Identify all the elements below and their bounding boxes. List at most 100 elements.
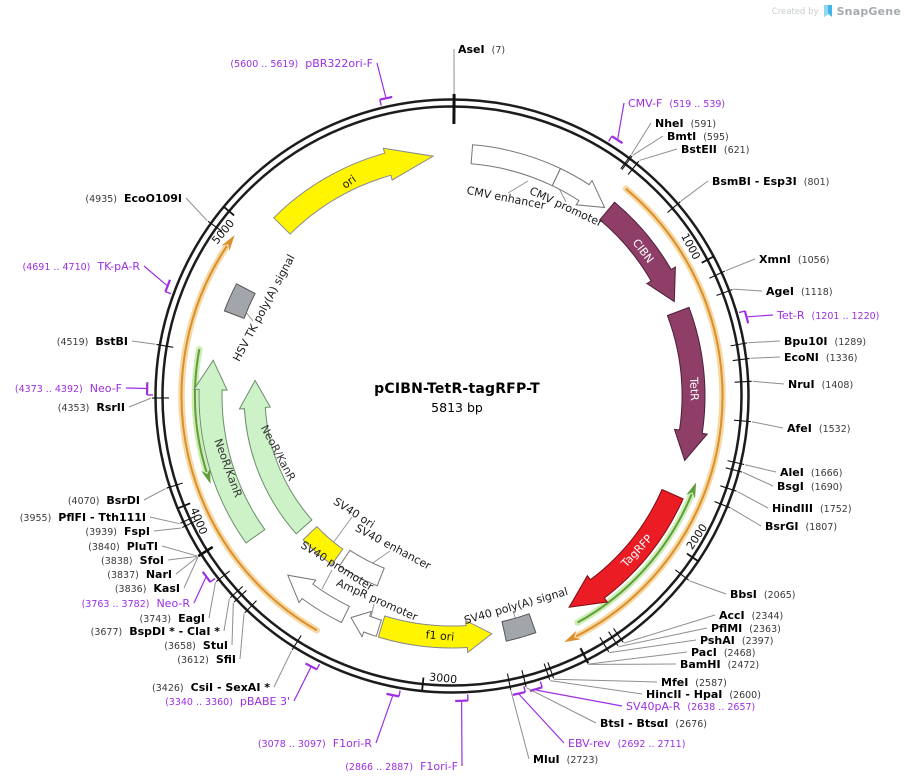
enzyme-label-kasi[interactable]: (3836) KasI <box>115 582 180 596</box>
leader-line <box>176 502 191 510</box>
feature-neor-kanr-13[interactable] <box>238 379 313 535</box>
enzyme-label-hindiii[interactable]: HindIII (1752) <box>772 502 852 516</box>
primer-label-pbabe-3[interactable]: (3340 .. 3360) pBABE 3' <box>165 695 290 709</box>
enzyme-label-stui[interactable]: (3658) StuI <box>164 639 228 653</box>
primer-label-f1ori-r-name: F1ori-R <box>332 737 372 750</box>
leader-line <box>222 205 235 217</box>
leader-line <box>621 155 633 171</box>
enzyme-label-bamhi[interactable]: BamHI (2472) <box>680 658 759 672</box>
enzyme-label-afei[interactable]: AfeI (1532) <box>787 422 850 436</box>
feature-ori-0[interactable] <box>273 147 435 235</box>
primer-label-cmv-f[interactable]: CMV-F (519 .. 539) <box>628 97 725 111</box>
enzyme-label-bspdi-clai-position: (3677) <box>90 627 123 638</box>
feature-cmv-enhancer-1[interactable] <box>470 144 562 187</box>
enzyme-label-nhei[interactable]: NheI (591) <box>655 117 716 131</box>
feature-sv40-poly-a-signal-6[interactable] <box>501 613 537 642</box>
primer-label-tet-r[interactable]: Tet-R (1201 .. 1220) <box>777 309 879 323</box>
enzyme-label-btsi-bts-i[interactable]: BtsI - BtsαI (2676) <box>600 717 707 731</box>
leader-line <box>518 694 565 744</box>
leader-line <box>608 631 619 647</box>
leader-line <box>523 686 526 693</box>
enzyme-label-asei[interactable]: AseI (7) <box>458 43 505 57</box>
enzyme-label-sfii[interactable]: (3612) SfiI <box>177 653 236 667</box>
enzyme-label-bpu10i-name: Bpu10I <box>784 335 828 348</box>
primer-label-neo-r[interactable]: (3763 .. 3782) Neo-R <box>82 597 190 611</box>
enzyme-label-nari-name: NarI <box>145 568 172 581</box>
enzyme-label-asei-position: (7) <box>491 45 506 56</box>
primer-label-cmv-f-name: CMV-F <box>628 97 663 110</box>
enzyme-label-stui-name: StuI <box>202 639 228 652</box>
enzyme-label-ecoo109i[interactable]: (4935) EcoO109I <box>85 192 182 206</box>
enzyme-label-eagi-position: (3743) <box>139 614 172 625</box>
enzyme-label-agei[interactable]: AgeI (1118) <box>766 285 833 299</box>
leader-line <box>153 527 182 532</box>
enzyme-label-hincii-hpai[interactable]: HincII - HpaI (2600) <box>646 688 761 702</box>
enzyme-label-bsmbi-esp3i-name: BsmBI - Esp3I <box>712 175 797 188</box>
enzyme-label-sfoi[interactable]: (3838) SfoI <box>101 554 164 568</box>
feature-neor-kanr-12[interactable] <box>193 359 266 544</box>
leader-line <box>166 482 183 489</box>
feature-cibn-3[interactable] <box>599 201 676 303</box>
enzyme-label-mfei[interactable]: MfeI (2587) <box>661 676 727 690</box>
leader-line <box>316 663 321 670</box>
enzyme-label-pshai-position: (2397) <box>741 636 774 647</box>
leader-line <box>733 288 763 292</box>
enzyme-label-nrui[interactable]: NruI (1408) <box>788 378 853 392</box>
leader-line <box>547 662 555 679</box>
feature-f1-ori-7[interactable] <box>377 615 493 654</box>
enzyme-label-bspdi-clai[interactable]: (3677) BspDI * - ClaI * <box>91 625 220 639</box>
leader-line <box>580 647 590 664</box>
primer-label-f1ori-r[interactable]: (3078 .. 3097) F1ori-R <box>258 737 372 751</box>
enzyme-label-mlui[interactable]: MluI (2723) <box>533 753 598 767</box>
enzyme-label-bsrgi[interactable]: BsrGI (1807) <box>765 520 837 534</box>
feature-tagrfp-5[interactable] <box>568 488 684 608</box>
enzyme-label-csii-sexai[interactable]: (3426) CsiI - SexAI * <box>152 681 270 695</box>
feature-sv40-enhancer-10[interactable] <box>338 549 385 587</box>
enzyme-label-pflfi-tth111i[interactable]: (3955) PflFI - Tth111I <box>20 511 146 525</box>
enzyme-label-bpu10i[interactable]: Bpu10I (1289) <box>784 335 866 349</box>
feature-hsv-tk-poly-a-signal-14[interactable] <box>223 283 256 319</box>
primer-label-tk-pa-r[interactable]: (4691 .. 4710) TK-pA-R <box>23 260 140 274</box>
enzyme-label-xmni[interactable]: XmnI (1056) <box>759 253 829 267</box>
feature-label-f1-ori-7[interactable]: f1 ori <box>425 628 455 644</box>
feature-label-tetr-4[interactable]: TetR <box>687 376 701 402</box>
enzyme-label-pflmi[interactable]: PflMI (2363) <box>711 622 781 636</box>
leader-line <box>239 613 245 660</box>
enzyme-label-bsrdi[interactable]: (4070) BsrDI <box>68 494 140 508</box>
feature-tetr-4[interactable] <box>666 306 709 462</box>
primer-label-tk-pa-r-name: TK-pA-R <box>97 260 140 273</box>
enzyme-label-bstbi[interactable]: (4519) BstBI <box>57 335 128 349</box>
enzyme-label-alei[interactable]: AleI (1666) <box>780 466 842 480</box>
leader-line <box>709 270 725 279</box>
enzyme-label-hincii-hpai-name: HincII - HpaI <box>646 688 723 701</box>
enzyme-label-bsmbi-esp3i[interactable]: BsmBI - Esp3I (801) <box>712 175 829 189</box>
feature-cmv-promoter-2[interactable] <box>551 167 606 209</box>
enzyme-label-econi[interactable]: EcoNI (1336) <box>784 351 857 365</box>
enzyme-label-afei-name: AfeI <box>787 422 812 435</box>
enzyme-label-eagi[interactable]: (3743) EagI <box>140 612 206 626</box>
enzyme-label-bsgi[interactable]: BsgI (1690) <box>777 480 843 494</box>
primer-label-tk-pa-r-position: (4691 .. 4710) <box>22 262 91 273</box>
enzyme-label-nari[interactable]: (3837) NarI <box>107 568 172 582</box>
leader-line <box>305 662 318 671</box>
enzyme-label-mfei-position: (2587) <box>695 678 727 689</box>
enzyme-label-fspi[interactable]: (3939) FspI <box>85 525 150 539</box>
enzyme-label-pluti[interactable]: (3840) PluTI <box>88 540 158 554</box>
enzyme-label-pshai[interactable]: PshAI (2397) <box>700 634 773 648</box>
enzyme-label-acci[interactable]: AccI (2344) <box>719 609 783 623</box>
primer-label-pbr322ori-f[interactable]: (5600 .. 5619) pBR322ori-F <box>230 57 373 71</box>
primer-label-neo-f[interactable]: (4373 .. 4392) Neo-F <box>15 382 122 396</box>
backbone-inner-circle <box>161 105 743 687</box>
enzyme-label-bsteii[interactable]: BstEII (621) <box>681 143 749 157</box>
enzyme-label-bbsi[interactable]: BbsI (2065) <box>730 588 796 602</box>
enzyme-label-rsrii[interactable]: (4353) RsrII <box>58 401 125 415</box>
enzyme-label-bmti[interactable]: BmtI (595) <box>667 130 729 144</box>
primer-label-ebv-rev[interactable]: EBV-rev (2692 .. 2711) <box>568 737 685 751</box>
feature-sv40-ori-11[interactable] <box>302 525 344 566</box>
enzyme-label-paci[interactable]: PacI (2468) <box>691 646 755 660</box>
feature-ampr-promoter-8[interactable] <box>350 610 382 638</box>
feature-sv40-promoter-9[interactable] <box>286 574 351 624</box>
enzyme-label-bsgi-name: BsgI <box>777 480 804 493</box>
primer-label-f1ori-f[interactable]: (2866 .. 2887) F1ori-F <box>345 760 458 774</box>
primer-label-sv40pa-r[interactable]: SV40pA-R (2638 .. 2657) <box>626 700 755 714</box>
